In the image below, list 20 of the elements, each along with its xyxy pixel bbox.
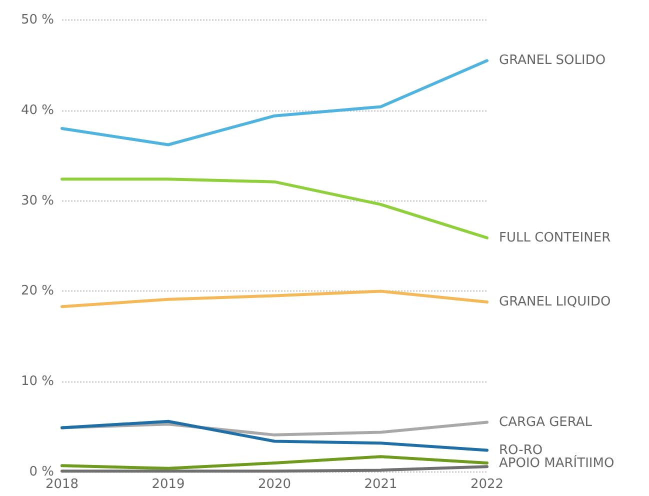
x-tick-label: 2019 [152, 477, 185, 492]
y-tick-label: 0 % [29, 464, 54, 480]
y-tick-label: 30 % [20, 193, 54, 208]
x-tick-label: 2020 [258, 477, 292, 492]
y-tick-label: 10 % [20, 374, 54, 390]
series-label: GRANEL SOLIDO [499, 53, 606, 68]
line-series [60, 290, 488, 308]
series-label: CARGA GERAL [499, 414, 593, 430]
line-series [60, 178, 488, 240]
x-tick-label: 2021 [364, 477, 398, 492]
series-label: GRANEL LIQUIDO [499, 294, 611, 310]
series-label: FULL CONTEINER [499, 230, 611, 246]
y-tick-label: 50 % [20, 12, 54, 28]
y-tick-label: 40 % [20, 102, 54, 118]
line-series [60, 59, 488, 146]
line-series [60, 455, 488, 470]
line-series [60, 420, 488, 452]
y-tick-label: 20 % [20, 284, 54, 299]
x-tick-label: 2022 [470, 477, 504, 492]
x-tick-label: 2018 [45, 477, 79, 492]
